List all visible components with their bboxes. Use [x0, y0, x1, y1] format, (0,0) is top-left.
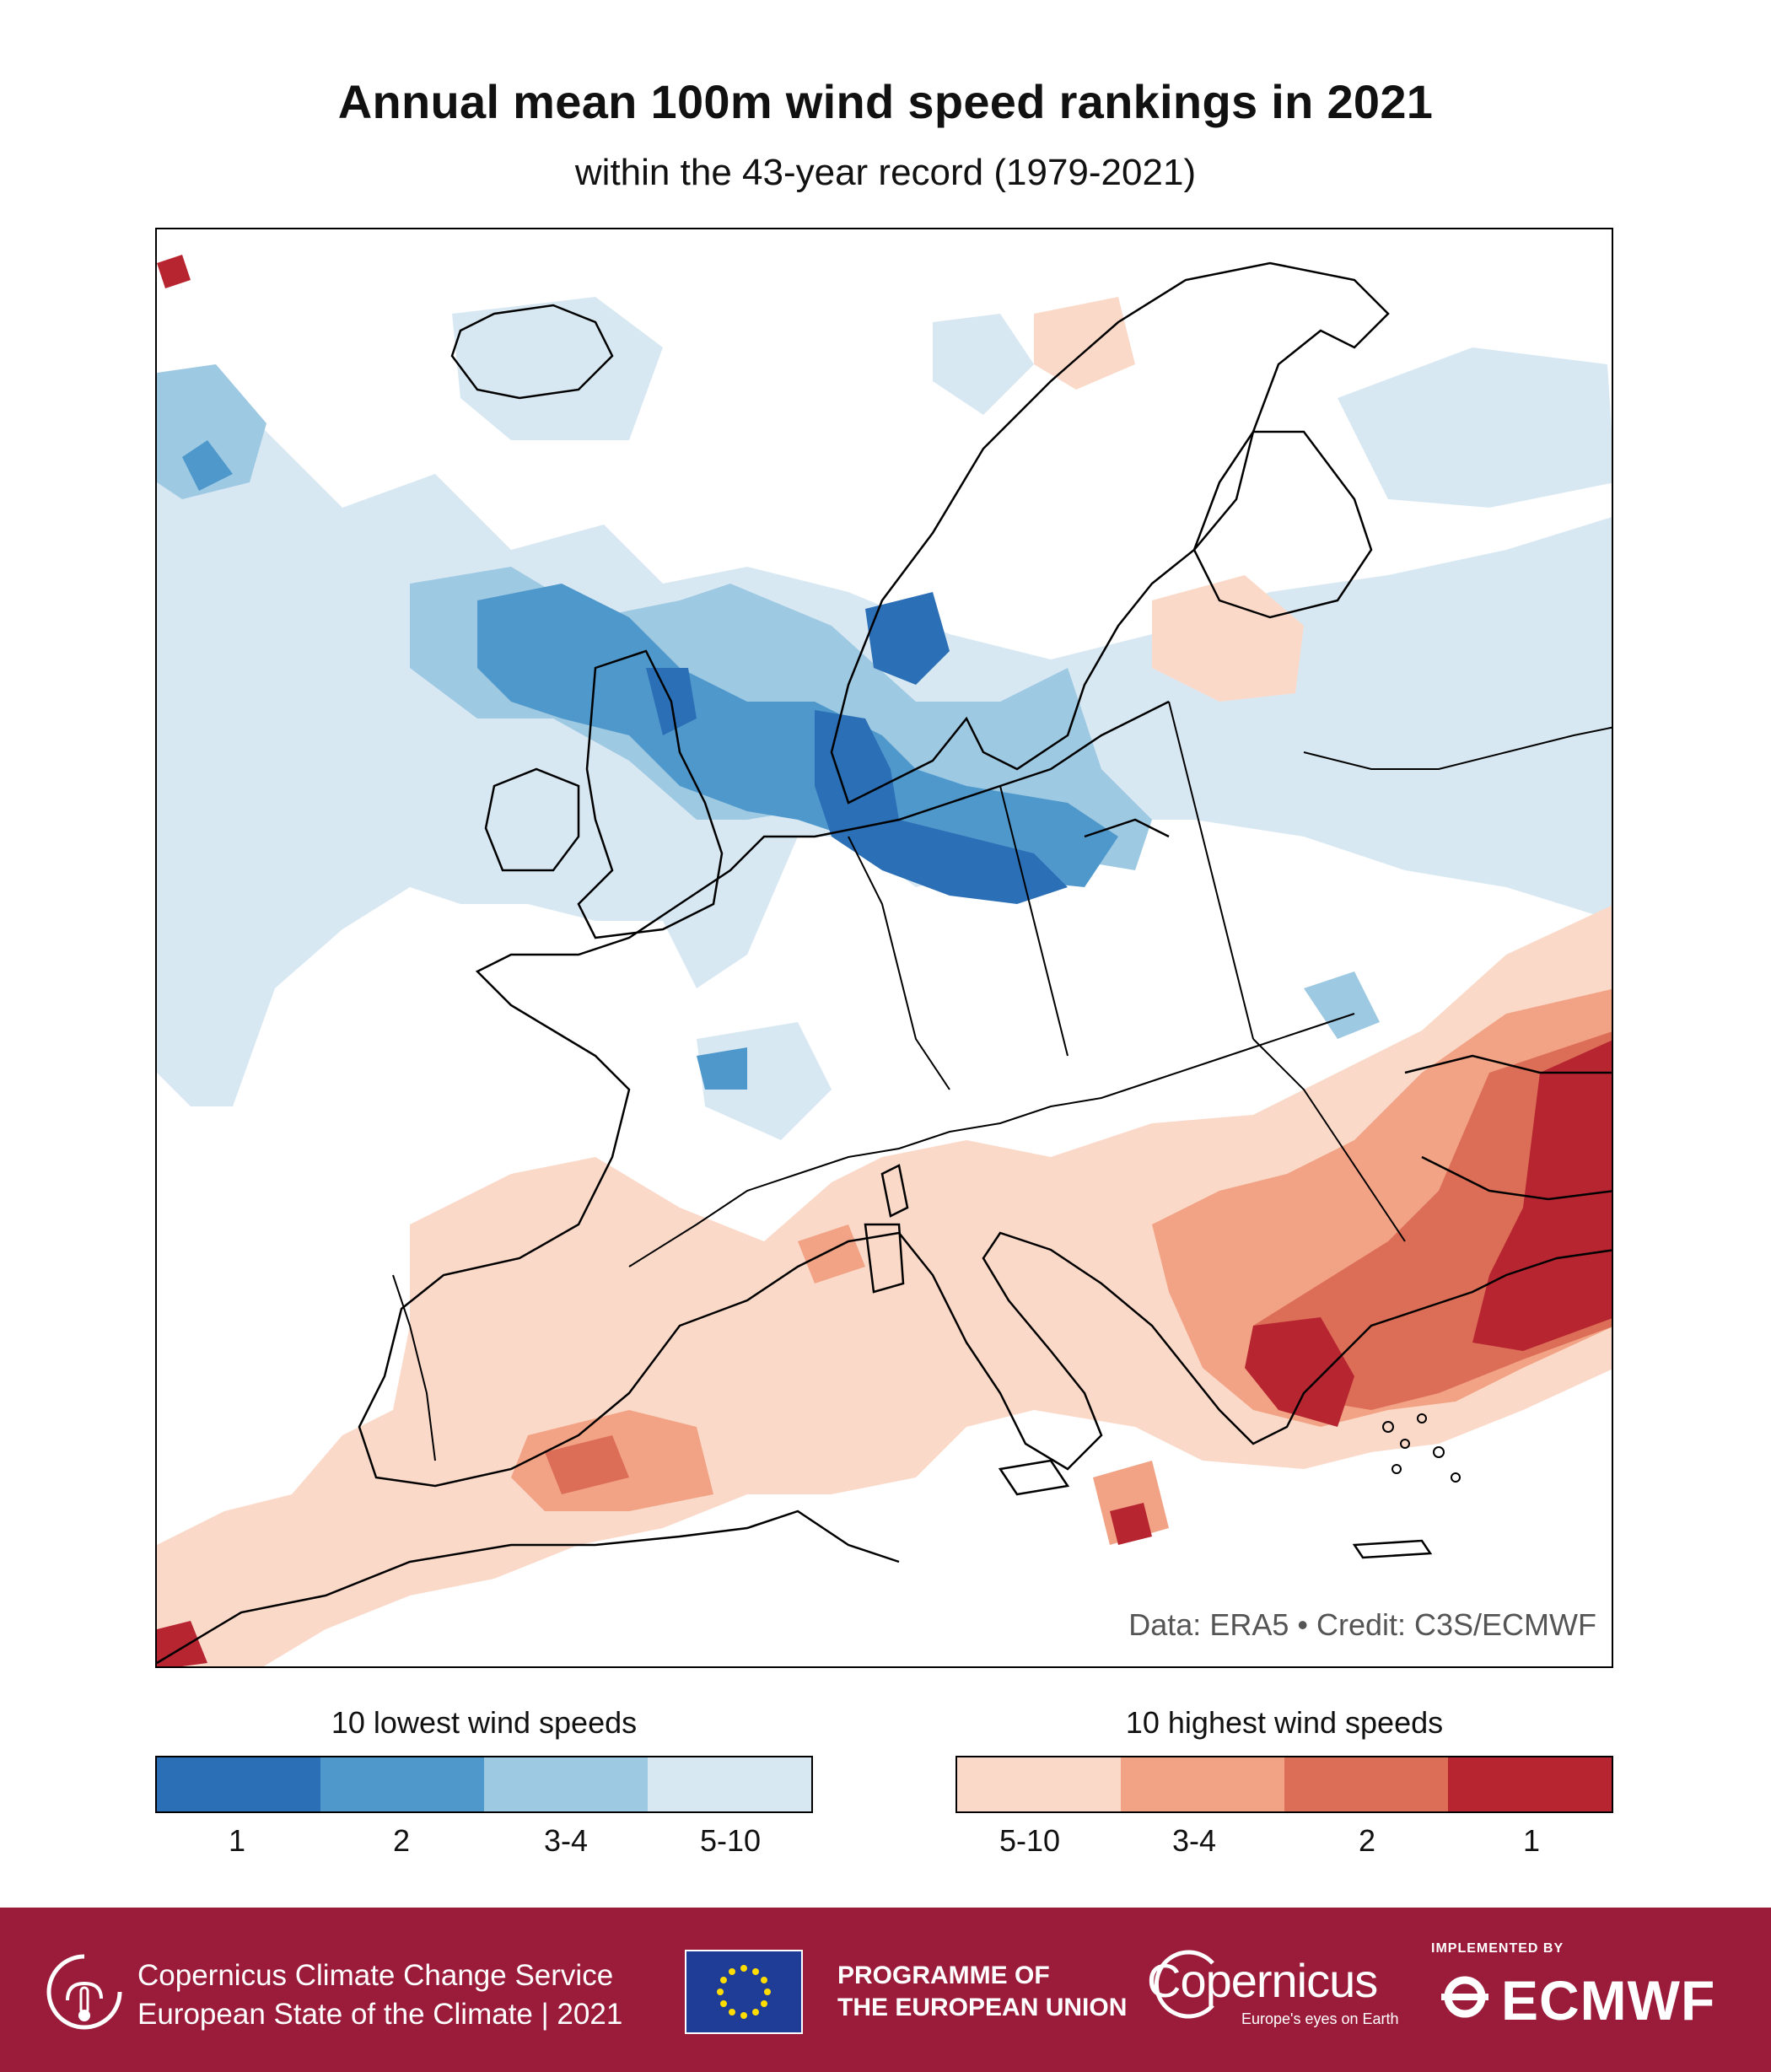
c3s-name: Copernicus Climate Change Service: [137, 1959, 614, 1992]
copernicus-swoosh-icon: [1154, 1950, 1214, 2019]
ecmwf-logo-icon: [1441, 1976, 1488, 2018]
map-subtitle: within the 43-year record (1979-2021): [574, 152, 1197, 193]
legend-high-swatch-1: [1448, 1757, 1612, 1811]
legend-low-swatch-1: [157, 1757, 320, 1811]
legend-low-bar: [155, 1756, 813, 1813]
legend-low-label: 1: [228, 1823, 246, 1858]
legend-high-title: 10 highest wind speeds: [1125, 1705, 1444, 1740]
legend-low-swatch-2: [320, 1757, 484, 1811]
region-high-1: [1245, 1317, 1354, 1427]
c3s-report: European State of the Climate | 2021: [137, 1998, 623, 2031]
coastlines: [157, 261, 1612, 1665]
legend-high-bar: [955, 1756, 1613, 1813]
legend-high-label: 2: [1358, 1823, 1376, 1858]
legend-low-swatch-3-4: [484, 1757, 648, 1811]
legend-high-label: 3-4: [1171, 1823, 1217, 1858]
aegean-islands: [1382, 1413, 1461, 1483]
map-layer: [157, 255, 1612, 1666]
c3s-text: Copernicus Climate Change Service Europe…: [137, 1956, 622, 2034]
data-credit: Data: ERA5 • Credit: C3S/ECMWF: [1128, 1607, 1596, 1642]
region-low-2: [182, 440, 233, 491]
europe-map: Data: ERA5 • Credit: C3S/ECMWF: [155, 228, 1613, 1668]
copernicus-tagline: Europe's eyes on Earth: [1241, 2010, 1399, 2027]
region-low-5-10: [1338, 347, 1612, 508]
region-low-2: [697, 1047, 747, 1090]
region-low-3-4: [157, 364, 266, 499]
implemented-by-label: IMPLEMENTED BY: [1431, 1941, 1564, 1956]
region-low-5-10: [452, 297, 663, 440]
legend-low-title: 10 lowest wind speeds: [331, 1705, 638, 1740]
legend-high-swatch-3-4: [1121, 1757, 1284, 1811]
legend-low-label: 5-10: [699, 1823, 762, 1858]
region-high-5-10: [1152, 575, 1304, 702]
region-low-1: [865, 592, 950, 685]
ecmwf-logo-text: ECMWF: [1501, 1969, 1716, 2032]
legend-low-label: 3-4: [543, 1823, 589, 1858]
region-high-1: [1472, 1040, 1612, 1351]
legend-low-swatch-5-10: [648, 1757, 811, 1811]
region-high-3-4: [798, 1224, 865, 1284]
legend-high-swatch-5-10: [957, 1757, 1121, 1811]
footer-banner: Copernicus Climate Change Service Europe…: [0, 1908, 1771, 2072]
region-low-1: [815, 710, 1068, 904]
legend-low-label: 2: [392, 1823, 411, 1858]
region-high-2: [545, 1435, 629, 1494]
region-low-5-10: [933, 314, 1034, 415]
region-low-2: [477, 584, 1118, 887]
legend-high-label: 1: [1522, 1823, 1541, 1858]
region-high-3-4: [1093, 1461, 1169, 1545]
programme-text: PROGRAMME OF THE EUROPEAN UNION: [837, 1960, 1127, 2024]
legend-high-label: 5-10: [999, 1823, 1061, 1858]
map-title: Annual mean 100m wind speed rankings in …: [337, 75, 1434, 128]
legend-high-swatch-2: [1284, 1757, 1448, 1811]
eu-flag-icon: [685, 1950, 803, 2034]
region-high-5-10: [1034, 297, 1135, 390]
copernicus-logo-text: Copernicus: [1147, 1954, 1378, 2007]
region-low-3-4: [1304, 971, 1380, 1039]
programme-line-2: THE EUROPEAN UNION: [837, 1994, 1128, 2021]
region-high-1: [157, 255, 191, 288]
region-high-1: [1110, 1503, 1152, 1545]
c3s-logo-icon: [46, 1954, 122, 2030]
programme-line-1: PROGRAMME OF: [837, 1962, 1050, 1989]
